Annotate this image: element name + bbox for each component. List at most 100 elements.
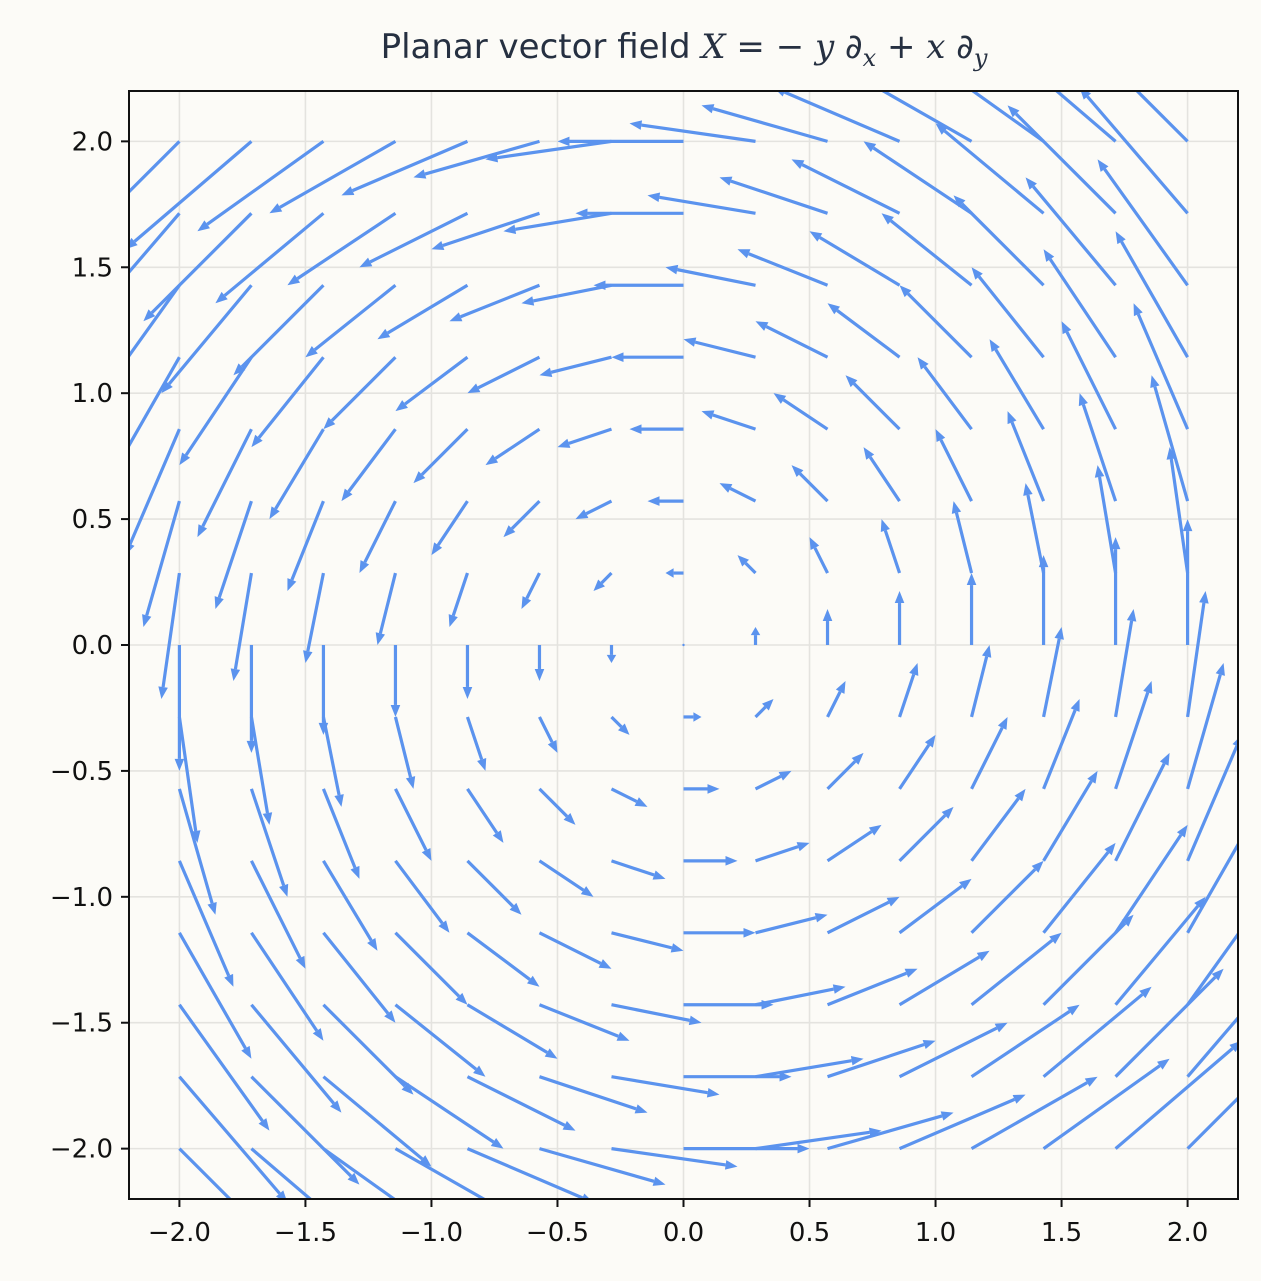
x-tick-label: −1.0 <box>400 1218 463 1248</box>
vector-arrows <box>129 91 1238 1199</box>
vector-arrow-shaft <box>868 456 901 502</box>
vector-arrow <box>593 571 613 592</box>
vector-arrow-shaft <box>826 760 857 791</box>
vector-arrow <box>395 355 469 412</box>
plot-area: −2.0 −1.5 −1.0 −0.5 0.0 0.5 1.0 1.5 2.0 −2.0 −1.5 −… <box>50 90 1239 1248</box>
vector-arrow-shaft <box>538 787 569 818</box>
vector-arrow-shaft <box>969 656 989 718</box>
vector-arrow-shaft <box>394 931 461 998</box>
vector-arrow-shaft <box>378 572 398 634</box>
vector-arrow-head <box>665 264 679 275</box>
vector-arrow-shaft <box>177 716 198 832</box>
vector-arrow <box>953 195 1045 287</box>
vector-arrow-shaft <box>970 726 1004 790</box>
vector-arrow-shaft <box>178 1075 281 1195</box>
vector-arrow-head <box>953 195 966 208</box>
vector-arrow <box>1134 91 1189 143</box>
vector-arrow-shaft <box>585 499 613 516</box>
vector-arrow <box>611 352 684 363</box>
vector-arrow-shaft <box>1153 386 1190 502</box>
vector-arrow-shaft <box>497 139 612 160</box>
vector-arrow-shaft <box>1114 691 1150 790</box>
vector-arrow <box>413 139 540 179</box>
vector-arrow-shaft <box>1169 458 1190 574</box>
vector-arrow-shaft <box>611 1003 691 1022</box>
vector-arrow <box>719 483 757 503</box>
vector-arrow-head <box>809 231 823 242</box>
vector-arrow-head <box>197 220 210 232</box>
vector-arrow-shaft <box>290 500 325 581</box>
vector-arrow <box>827 303 901 359</box>
vector-arrow-shaft <box>754 774 782 791</box>
vector-arrow-head <box>850 1055 864 1066</box>
vector-arrow <box>322 1147 397 1199</box>
vector-arrow-shaft <box>240 284 325 368</box>
vector-arrow-head <box>1097 159 1109 172</box>
vector-arrow-head <box>1087 770 1098 784</box>
x-tick-label: 0.5 <box>789 1218 830 1248</box>
vector-arrow-head <box>777 91 786 97</box>
vector-arrow <box>322 1075 432 1167</box>
vector-arrow <box>321 716 344 807</box>
vector-arrow-shaft <box>676 268 756 287</box>
vector-arrow-shaft <box>1114 976 1217 1078</box>
vector-arrow <box>1042 770 1098 862</box>
vector-arrow-head <box>701 410 715 420</box>
vector-arrow-shaft <box>610 787 638 803</box>
vector-arrow-head <box>431 240 445 251</box>
vector-arrow <box>969 645 992 718</box>
vector-arrow-head <box>197 524 208 538</box>
vector-arrow-zero <box>682 643 685 647</box>
vector-arrow <box>629 424 684 434</box>
vector-arrow-head <box>1182 519 1193 532</box>
vector-arrow-head <box>814 913 828 923</box>
vector-arrow-shaft <box>249 788 286 886</box>
vector-arrow <box>611 1003 702 1026</box>
vector-arrow <box>1186 591 1209 718</box>
vector-arrow-head <box>634 1104 648 1114</box>
vector-arrow-shaft <box>1114 1047 1234 1150</box>
vector-arrow <box>1114 752 1170 862</box>
vector-arrow <box>826 824 882 863</box>
vector-arrow-shaft <box>898 1097 1016 1151</box>
vector-arrow-head <box>279 883 289 897</box>
vector-arrow <box>129 428 181 552</box>
vector-arrow <box>683 1143 810 1154</box>
vector-arrow-shaft <box>1103 168 1189 287</box>
vector-arrow <box>701 104 828 143</box>
vector-arrow-head <box>1139 986 1152 999</box>
vector-arrow <box>1042 914 1134 1006</box>
vector-arrow-head <box>563 812 576 825</box>
vector-arrow-head <box>989 339 1000 352</box>
vector-arrow <box>539 355 612 377</box>
vector-arrow-head <box>593 280 606 291</box>
vector-arrow-head <box>1025 177 1037 190</box>
vector-arrow-shaft <box>852 382 901 431</box>
vector-arrow-shaft <box>694 340 756 359</box>
vector-arrow-shaft <box>538 1075 637 1111</box>
vector-arrow-head <box>832 984 846 994</box>
vector-arrow-head <box>521 596 532 610</box>
vector-arrow-head <box>725 856 738 866</box>
vector-arrow <box>970 788 1026 862</box>
vector-arrow-shaft <box>883 529 902 574</box>
vector-arrow-head <box>384 1010 396 1023</box>
vector-arrow-head <box>647 192 661 203</box>
vector-arrow-head <box>1232 738 1238 747</box>
vector-arrow-shaft <box>1042 851 1110 934</box>
vector-arrow-head <box>1070 698 1080 712</box>
vector-arrow-shaft <box>394 788 428 851</box>
vector-arrow-shaft <box>872 146 973 215</box>
vector-arrow-shaft <box>826 690 842 718</box>
vector-arrow-head <box>1031 860 1044 873</box>
vector-arrow <box>898 734 936 790</box>
vector-arrow-shaft <box>330 356 397 422</box>
vector-arrow-head <box>485 152 499 163</box>
vector-arrow <box>754 698 774 719</box>
vector-arrow-head <box>233 363 246 376</box>
vector-arrow <box>462 645 473 699</box>
vector-arrow-shaft <box>369 211 469 264</box>
vector-arrow-shaft <box>279 139 397 209</box>
vector-arrow <box>269 139 397 214</box>
vector-arrow-head <box>1229 1041 1238 1053</box>
